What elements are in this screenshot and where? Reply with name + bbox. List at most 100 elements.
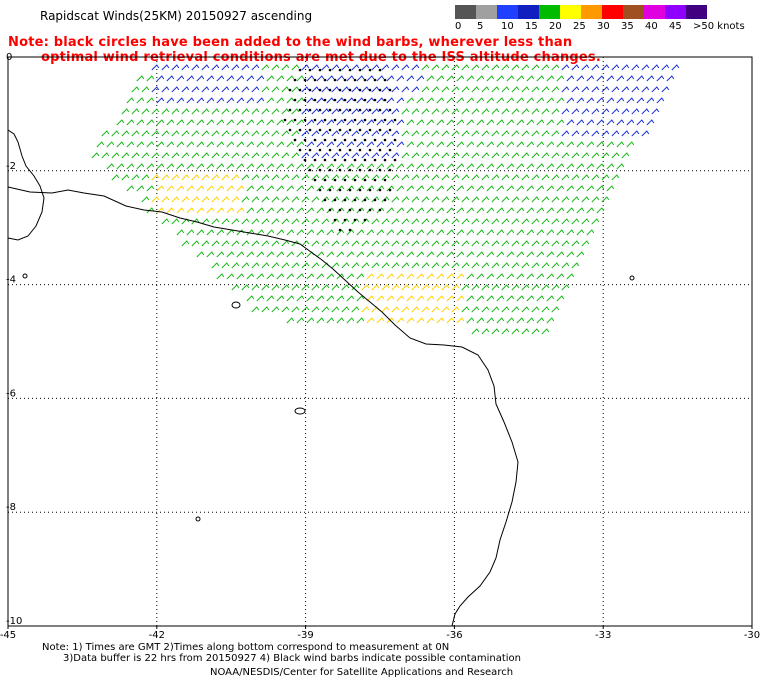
wind-barb: [226, 163, 235, 170]
wind-barb: [371, 284, 380, 291]
wind-barb: [596, 75, 605, 82]
wind-barb: [206, 119, 215, 126]
wind-barb: [446, 273, 455, 280]
wind-barb: [316, 185, 325, 192]
wind-barb: [236, 75, 245, 82]
wind-barb: [446, 317, 455, 324]
wind-barb: [591, 174, 600, 181]
wind-barb: [326, 141, 335, 148]
wind-barb: [331, 262, 340, 269]
wind-barb: [446, 229, 455, 236]
wind-barb: [586, 97, 595, 104]
wind-barb: [296, 141, 305, 148]
wind-barb: [426, 119, 435, 126]
wind-barb: [361, 64, 370, 71]
wind-barb: [421, 174, 430, 181]
wind-barb: [331, 108, 340, 115]
wind-barb: [276, 163, 285, 170]
wind-barb: [436, 273, 445, 280]
wind-barb: [411, 64, 420, 71]
wind-barb: [236, 141, 245, 148]
wind-barb: [581, 152, 590, 159]
wind-barb: [326, 229, 335, 236]
wind-barb: [341, 174, 350, 181]
wind-barb: [466, 119, 475, 126]
wind-barb: [136, 163, 145, 170]
wind-barb: [186, 119, 195, 126]
flag-circle: [338, 128, 342, 132]
wind-barb: [511, 130, 520, 137]
wind-barb: [506, 141, 515, 148]
flag-circle: [383, 158, 387, 162]
wind-barb: [386, 273, 395, 280]
wind-barb: [321, 152, 330, 159]
wind-barb: [536, 229, 545, 236]
wind-barb: [251, 218, 260, 225]
wind-barb: [161, 152, 170, 159]
wind-barb: [416, 119, 425, 126]
wind-barb: [231, 152, 240, 159]
wind-barb: [251, 86, 260, 93]
flag-circle: [313, 98, 317, 102]
wind-barb: [436, 317, 445, 324]
wind-barb: [421, 130, 430, 137]
wind-barb: [556, 207, 565, 214]
wind-barb: [376, 295, 385, 302]
wind-barb: [441, 174, 450, 181]
wind-barb: [396, 229, 405, 236]
wind-barb: [376, 97, 385, 104]
wind-barb: [531, 262, 540, 269]
wind-barb: [201, 240, 210, 247]
wind-barb: [611, 108, 620, 115]
wind-barb: [536, 317, 545, 324]
wind-barb: [136, 97, 145, 104]
wind-barb: [371, 262, 380, 269]
wind-barb: [311, 130, 320, 137]
legend-label: 25: [573, 21, 586, 32]
wind-barb: [641, 64, 650, 71]
wind-barb: [291, 64, 300, 71]
flag-circle: [333, 78, 337, 82]
wind-barb: [571, 64, 580, 71]
island: [231, 301, 241, 309]
wind-barb: [446, 163, 455, 170]
wind-barb: [631, 64, 640, 71]
flag-circle: [393, 118, 397, 122]
wind-barb: [481, 240, 490, 247]
wind-barb: [591, 218, 600, 225]
flag-circle: [328, 108, 332, 112]
wind-barb: [311, 262, 320, 269]
wind-barb: [506, 317, 515, 324]
wind-barb: [176, 119, 185, 126]
wind-barb: [261, 130, 270, 137]
wind-barb: [536, 251, 545, 258]
wind-barb: [231, 174, 240, 181]
wind-barb: [386, 251, 395, 258]
wind-barb: [326, 75, 335, 82]
wind-barb: [511, 152, 520, 159]
wind-barb: [391, 284, 400, 291]
flag-circle: [328, 148, 332, 152]
flag-circle: [338, 208, 342, 212]
wind-barb: [466, 295, 475, 302]
wind-barb: [361, 306, 370, 313]
wind-barb: [446, 97, 455, 104]
wind-barb: [361, 174, 370, 181]
wind-barb: [596, 207, 605, 214]
wind-barb: [541, 218, 550, 225]
wind-barb: [576, 251, 585, 258]
wind-barb: [571, 240, 580, 247]
wind-barb: [556, 185, 565, 192]
wind-barb: [361, 262, 370, 269]
wind-barb: [376, 119, 385, 126]
wind-barb: [636, 75, 645, 82]
flag-circle: [388, 168, 392, 172]
wind-barb: [521, 306, 530, 313]
wind-barb: [216, 75, 225, 82]
wind-barb: [416, 273, 425, 280]
wind-barb: [291, 174, 300, 181]
wind-barb: [491, 174, 500, 181]
wind-barb: [496, 273, 505, 280]
wind-barb: [161, 218, 170, 225]
wind-barb: [216, 185, 225, 192]
